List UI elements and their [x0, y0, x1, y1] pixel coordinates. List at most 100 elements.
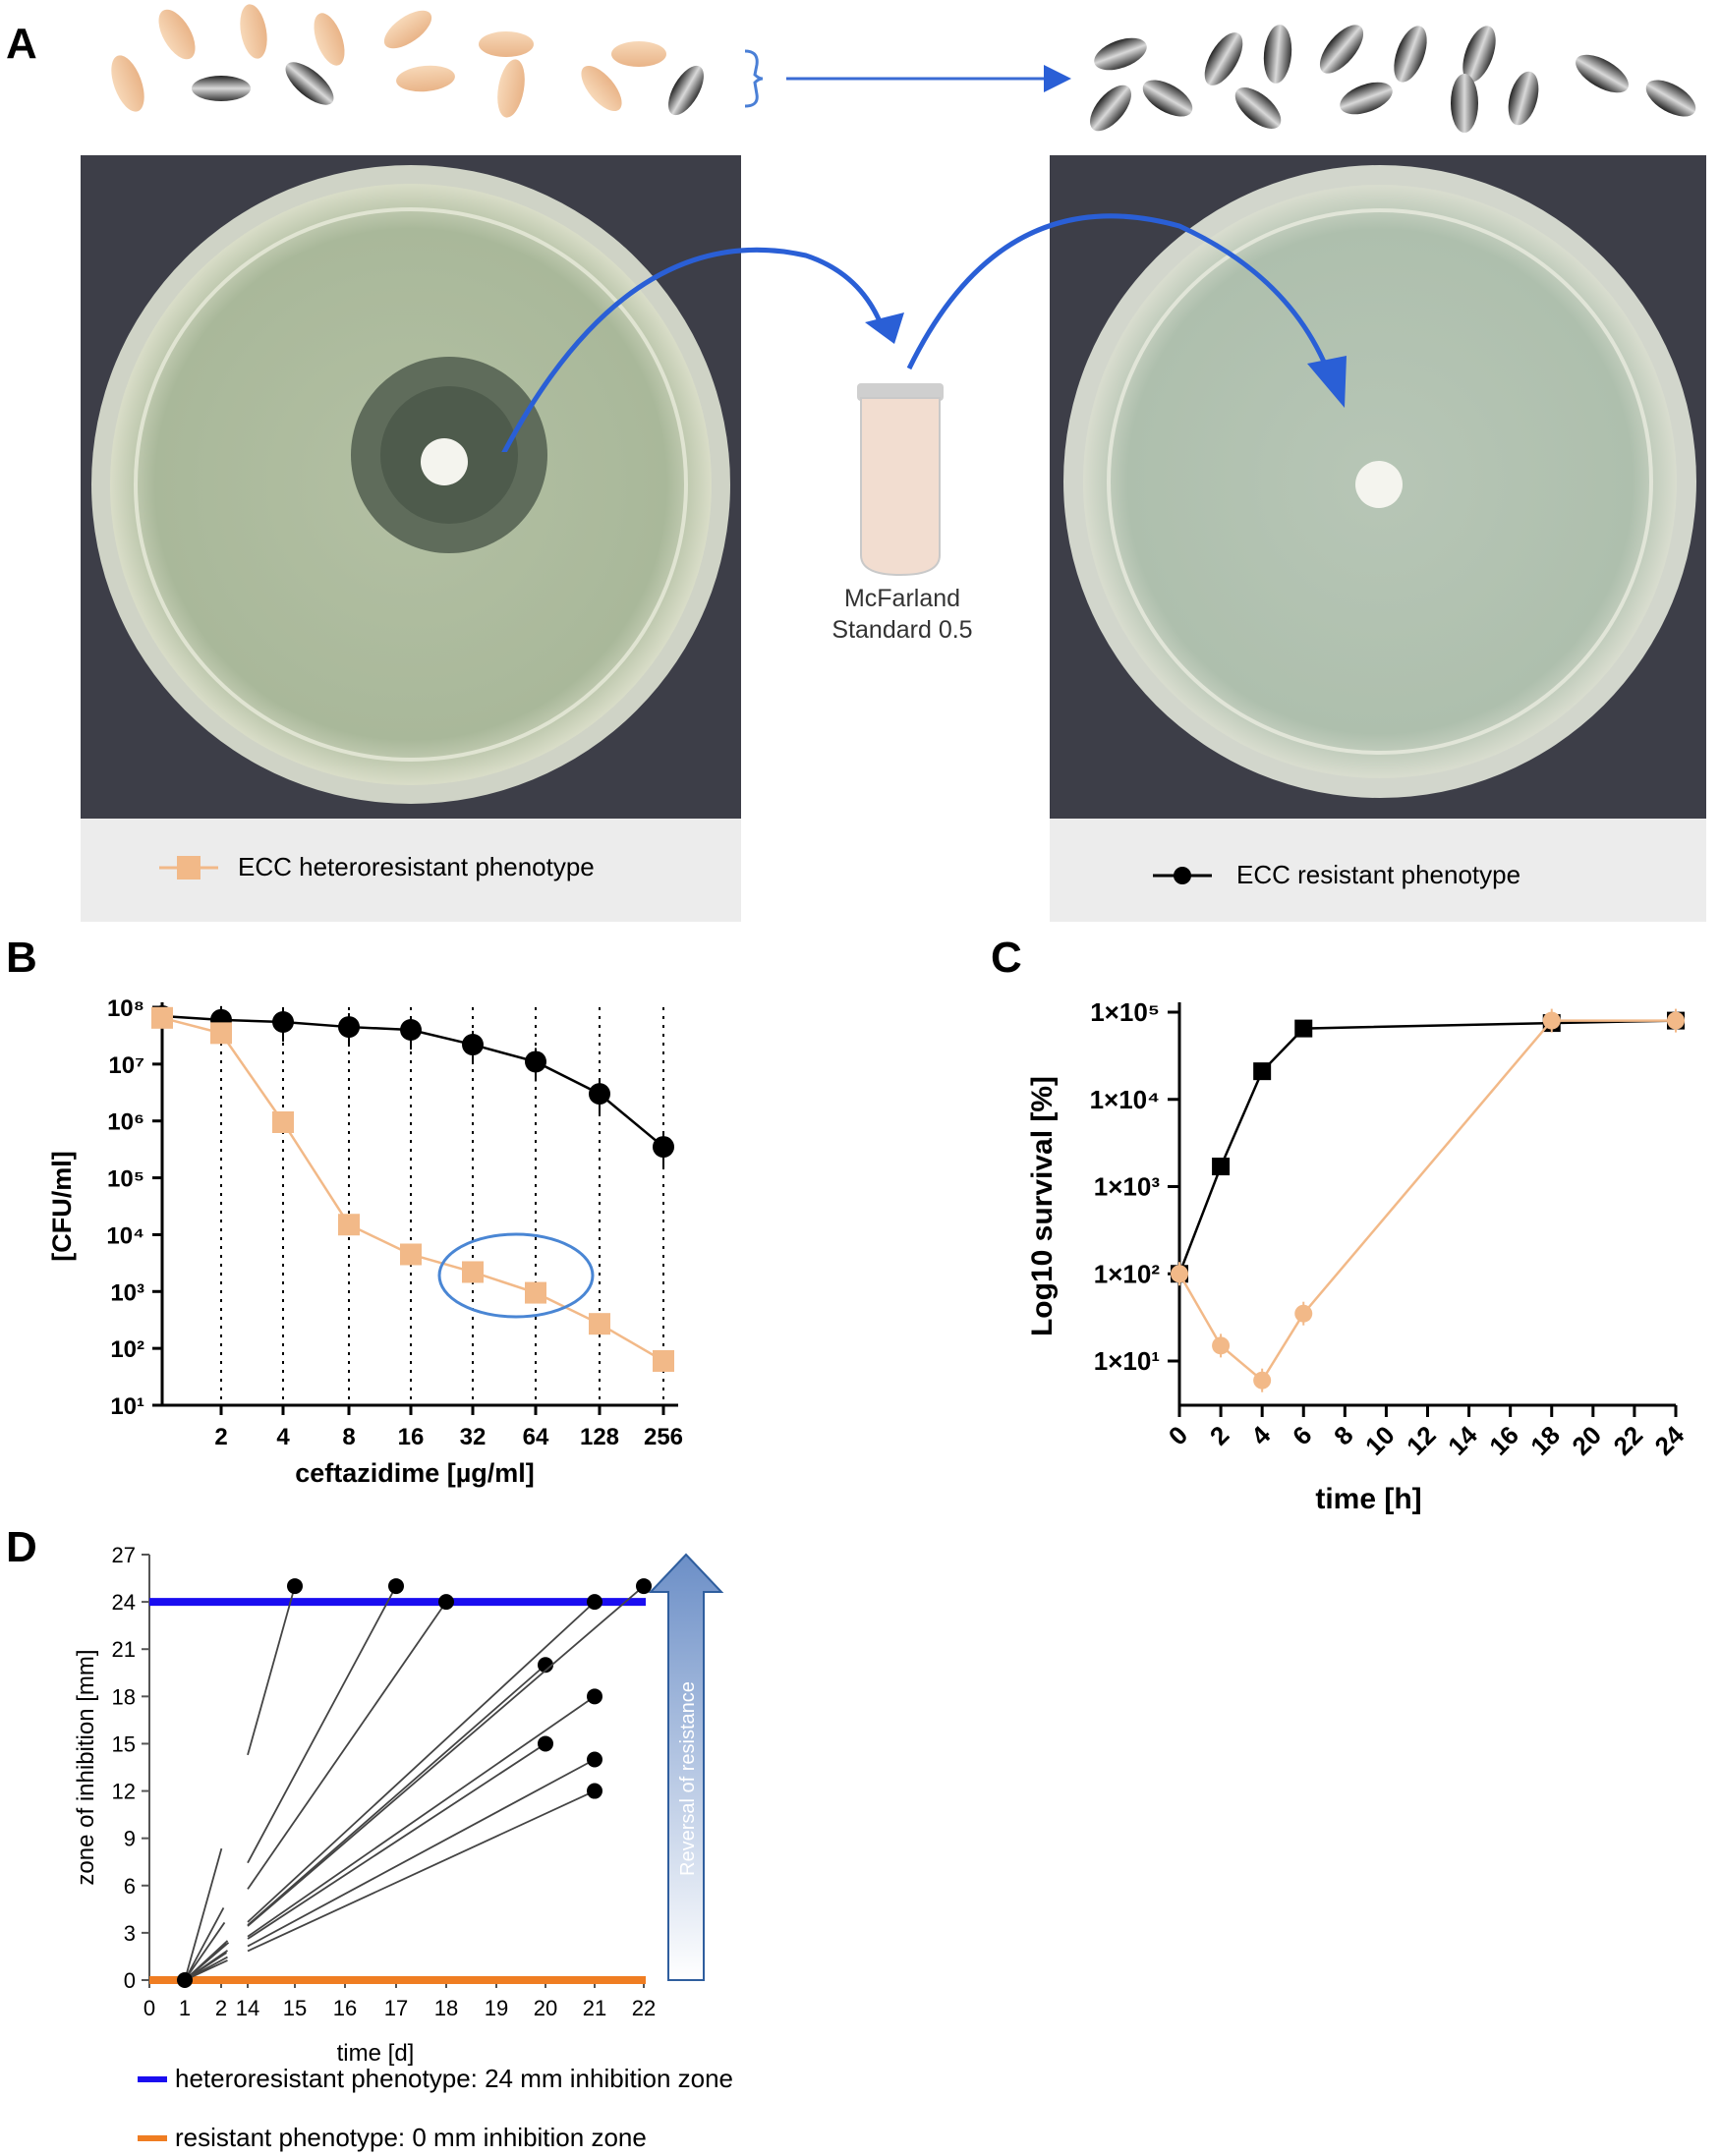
x-tick-label: 14	[1442, 1420, 1483, 1461]
x-tick-label: 14	[236, 1996, 259, 2020]
trajectory-line	[247, 1789, 596, 1953]
data-point	[462, 1261, 484, 1283]
x-tick-label: 256	[644, 1424, 683, 1450]
legend-heteroresistant: ECC heteroresistant phenotype	[81, 819, 741, 922]
x-tick-label: 21	[583, 1996, 606, 2020]
data-point	[272, 1011, 294, 1034]
x-tick-label: 64	[523, 1424, 549, 1450]
data-point	[525, 1050, 546, 1073]
mcfarland-tube	[857, 383, 944, 577]
legend-heteroresistant-label: ECC heteroresistant phenotype	[238, 852, 595, 881]
x-tick-label: 2	[1204, 1420, 1234, 1450]
panel-b-label: B	[6, 934, 37, 982]
x-tick-label: 0	[1163, 1420, 1193, 1450]
data-point	[1253, 1062, 1272, 1081]
x-tick-label: 22	[632, 1996, 656, 2020]
x-tick-label: 32	[460, 1424, 487, 1450]
data-point	[1212, 1158, 1231, 1176]
x-tick-label: 128	[580, 1424, 619, 1450]
x-tick-label: 12	[1401, 1420, 1442, 1461]
y-axis-title: Log10 survival [%]	[1026, 1076, 1059, 1336]
x-tick-label: 6	[1287, 1420, 1317, 1450]
series-line	[1177, 1019, 1676, 1383]
legend-heteroresistant-text: heteroresistant phenotype: 24 mm inhibit…	[175, 2064, 733, 2093]
y-tick-label: 10⁷	[108, 1052, 144, 1079]
data-point	[338, 1016, 360, 1039]
trajectory-line	[184, 1847, 223, 1981]
panel-a-label: A	[6, 20, 37, 68]
series-line	[1177, 1019, 1677, 1275]
data-point	[338, 1214, 360, 1236]
x-tick-label: 17	[384, 1996, 408, 2020]
y-tick-label: 1×10⁵	[1090, 997, 1160, 1027]
reversal-arrow	[648, 1553, 724, 1981]
x-tick-label: 18	[434, 1996, 458, 2020]
x-axis-title: time [d]	[337, 2040, 415, 2067]
legend-resistant-label: ECC resistant phenotype	[1236, 860, 1521, 889]
resistant-population	[1090, 25, 1696, 133]
x-tick-label: 4	[276, 1424, 290, 1450]
trajectory-line	[247, 1664, 546, 1926]
data-point	[587, 1751, 602, 1768]
x-tick-label: 24	[1649, 1420, 1691, 1461]
legend-resistant-text: resistant phenotype: 0 mm inhibition zon…	[175, 2123, 647, 2152]
trajectory-line	[184, 1907, 225, 1981]
x-tick-label: 0	[143, 1996, 155, 2020]
y-axis-title: [CFU/ml]	[47, 1151, 77, 1261]
y-tick-label: 0	[124, 1968, 136, 1993]
panel-d-label: D	[6, 1523, 37, 1571]
data-point	[1667, 1011, 1685, 1030]
data-point	[400, 1019, 422, 1042]
y-tick-label: 1×10³	[1094, 1172, 1161, 1202]
trajectory-line	[247, 1585, 645, 1927]
x-tick-label: 19	[485, 1996, 508, 2020]
trajectory-line	[247, 1585, 397, 1864]
x-tick-label: 15	[283, 1996, 307, 2020]
x-tick-label: 20	[534, 1996, 557, 2020]
heteroresistant-population	[111, 4, 704, 118]
data-point	[287, 1578, 303, 1595]
legend-resistant: ECC resistant phenotype	[1050, 819, 1706, 922]
data-point	[438, 1594, 454, 1611]
data-point	[1294, 1019, 1313, 1038]
transfer-arrows	[501, 213, 1347, 452]
data-point	[462, 1034, 484, 1056]
y-tick-label: 10²	[110, 1336, 144, 1363]
start-point	[177, 1972, 193, 1988]
y-tick-label: 10⁴	[106, 1222, 144, 1249]
reversal-arrow-label: Reversal of resistance	[677, 1681, 699, 1876]
data-point	[1171, 1265, 1188, 1283]
x-tick-label: 10	[1359, 1420, 1401, 1461]
heteroresistant-plate-photo	[81, 155, 741, 819]
y-axis-title: zone of inhibition [mm]	[73, 1649, 99, 1885]
panel-c-label: C	[991, 934, 1022, 982]
y-tick-label: 12	[112, 1780, 136, 1804]
highlight-circle	[437, 1232, 595, 1319]
tube-label-line2: Standard 0.5	[831, 616, 973, 644]
x-tick-label: 16	[333, 1996, 357, 2020]
x-tick-label: 18	[1524, 1420, 1566, 1461]
x-tick-label: 8	[1328, 1420, 1358, 1450]
chart-b: 10¹ 10² 10³ 10⁴ 10⁵ 10⁶ 10⁷ 10⁸ 2 4 8 16 32 64 128 256 c…	[47, 995, 683, 1488]
data-point	[589, 1083, 610, 1106]
x-tick-label: 20	[1566, 1420, 1607, 1461]
trajectory-line	[247, 1758, 596, 1948]
legend-square-marker	[159, 856, 218, 879]
y-tick-label: 10⁵	[107, 1166, 144, 1193]
data-point	[1212, 1336, 1231, 1355]
x-tick-label: 4	[1245, 1420, 1277, 1451]
data-point	[587, 1783, 602, 1799]
data-point	[525, 1281, 546, 1304]
data-point	[587, 1594, 602, 1611]
y-tick-label: 15	[112, 1731, 136, 1756]
y-tick-label: 1×10²	[1094, 1259, 1161, 1288]
data-point	[636, 1578, 652, 1595]
data-point	[151, 1006, 173, 1029]
x-tick-label: 8	[342, 1424, 355, 1450]
trajectory-line	[184, 1950, 229, 1981]
trajectory-line	[184, 1942, 230, 1981]
data-point	[1542, 1011, 1561, 1030]
y-tick-label: 10³	[110, 1279, 144, 1306]
y-tick-label: 27	[112, 1543, 136, 1567]
